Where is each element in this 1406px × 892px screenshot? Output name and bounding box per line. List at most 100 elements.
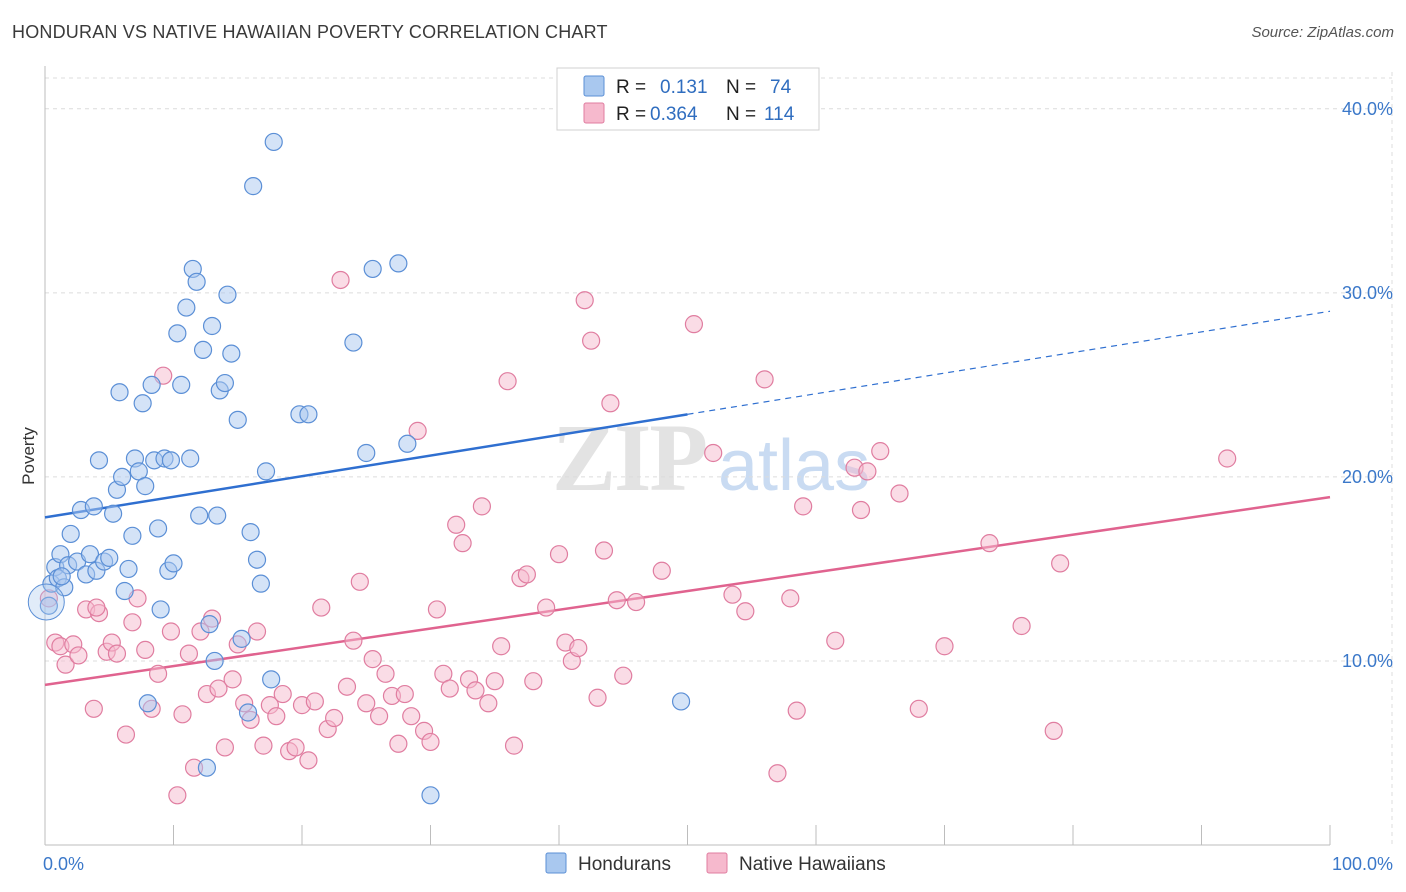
honduran-point-7 xyxy=(61,524,80,544)
hawaiian-point-69 xyxy=(479,694,498,713)
honduran-point-39 xyxy=(181,449,200,468)
hawaiian-point-95 xyxy=(755,370,774,389)
hawaiian-point-107 xyxy=(935,637,954,656)
hawaiian-point-50 xyxy=(357,694,376,713)
hawaiian-point-51 xyxy=(363,650,382,669)
hawaiian-point-113 xyxy=(87,598,106,617)
hawaiian-point-12 xyxy=(116,725,136,744)
bottom-legend-swatch-hondurans xyxy=(545,852,567,874)
hawaiian-point-97 xyxy=(781,589,800,608)
series-legend: Hondurans Native Hawaiians xyxy=(545,852,886,875)
honduran-point-17 xyxy=(104,504,123,523)
honduran-point-14 xyxy=(89,451,109,470)
honduran-point-11 xyxy=(80,545,100,564)
bottom-legend-hawaiians: Native Hawaiians xyxy=(739,854,886,875)
legend-n-label-2: N = xyxy=(726,104,756,125)
honduran-point-55 xyxy=(238,703,258,722)
honduran-point-44 xyxy=(197,758,217,777)
y-tick-label-30: 30.0% xyxy=(1342,283,1393,303)
hawaiian-point-88 xyxy=(614,666,633,685)
hawaiian-point-112 xyxy=(1218,449,1237,468)
hawaiian-point-87 xyxy=(607,591,626,610)
honduran-point-68 xyxy=(389,254,408,273)
trend-lines xyxy=(44,310,1331,687)
hawaiian-point-84 xyxy=(588,688,607,707)
hawaiian-point-21 xyxy=(173,705,192,724)
hawaiian-point-109 xyxy=(1012,616,1031,636)
hawaiian-point-49 xyxy=(350,572,369,591)
honduran-point-41 xyxy=(187,272,206,291)
honduran-point-56 xyxy=(241,523,260,542)
hawaiian-point-42 xyxy=(305,692,324,711)
honduran-point-0 xyxy=(39,596,58,615)
hawaiian-point-39 xyxy=(286,738,305,757)
honduran-point-57 xyxy=(244,177,263,196)
hawaiian-point-91 xyxy=(684,315,704,334)
hawaiian-point-98 xyxy=(787,701,806,720)
hawaiian-point-53 xyxy=(376,664,395,683)
data-points xyxy=(27,132,1237,805)
hawaiian-point-76 xyxy=(524,672,543,691)
honduran-trend-extension xyxy=(687,310,1331,415)
hawaiian-point-19 xyxy=(161,622,181,641)
hawaiian-point-100 xyxy=(826,631,845,650)
hawaiian-point-55 xyxy=(389,734,408,753)
honduran-point-37 xyxy=(172,375,191,394)
hawaiian-point-41 xyxy=(299,751,318,770)
honduran-trend-line xyxy=(44,413,688,519)
hawaiian-point-22 xyxy=(179,644,199,663)
honduran-point-72 xyxy=(52,567,71,586)
honduran-point-25 xyxy=(133,394,152,413)
honduran-point-46 xyxy=(202,316,222,336)
honduran-point-47 xyxy=(205,651,224,671)
honduran-point-12 xyxy=(84,497,103,516)
honduran-point-38 xyxy=(177,298,196,317)
honduran-point-34 xyxy=(161,451,181,470)
hawaiian-point-28 xyxy=(215,738,234,757)
hawaiian-point-71 xyxy=(492,637,511,656)
hawaiian-trend-line xyxy=(44,495,1331,687)
hawaiian-point-7 xyxy=(84,699,103,718)
hawaiian-point-68 xyxy=(472,497,491,516)
hawaiian-point-17 xyxy=(148,664,168,683)
hawaiian-point-29 xyxy=(223,670,242,689)
hawaiian-point-90 xyxy=(652,561,671,580)
hawaiian-point-94 xyxy=(736,602,755,621)
hawaiian-point-27 xyxy=(209,679,228,698)
hawaiian-point-89 xyxy=(626,592,646,612)
x-tick-label-max: 100.0% xyxy=(1332,854,1393,874)
hawaiian-point-103 xyxy=(858,462,877,481)
hawaiian-point-5 xyxy=(69,646,88,665)
hawaiian-point-45 xyxy=(325,708,344,728)
hawaiian-point-105 xyxy=(890,484,909,503)
hawaiian-point-72 xyxy=(498,372,517,391)
honduran-point-35 xyxy=(164,554,183,573)
y-tick-label-10: 10.0% xyxy=(1342,651,1393,671)
honduran-point-62 xyxy=(264,132,283,152)
hawaiian-point-92 xyxy=(704,443,723,463)
hawaiian-point-58 xyxy=(408,421,427,440)
hawaiian-point-102 xyxy=(851,500,871,520)
honduran-point-26 xyxy=(136,477,155,496)
correlation-legend: R = 0.131 N = 74 R = 0.364 N = 114 xyxy=(556,67,820,131)
hawaiian-point-81 xyxy=(569,638,588,658)
hawaiian-point-111 xyxy=(1051,554,1070,573)
honduran-point-70 xyxy=(421,786,440,805)
y-tick-label-20: 20.0% xyxy=(1342,467,1393,487)
honduran-point-52 xyxy=(222,344,241,363)
honduran-point-43 xyxy=(193,340,213,360)
legend-n-label-1: N = xyxy=(726,77,756,98)
hawaiian-point-83 xyxy=(582,331,601,350)
hawaiian-point-15 xyxy=(136,640,155,660)
legend-r-label-2: R = xyxy=(616,104,646,125)
hawaiian-point-96 xyxy=(768,764,787,783)
honduran-point-16 xyxy=(100,548,119,567)
x-tick-label-min: 0.0% xyxy=(43,854,84,874)
honduran-point-66 xyxy=(357,443,376,463)
chart-title: HONDURAN VS NATIVE HAWAIIAN POVERTY CORR… xyxy=(12,22,608,42)
honduran-point-54 xyxy=(232,629,251,648)
hawaiian-point-47 xyxy=(337,677,357,696)
hawaiian-point-61 xyxy=(427,600,447,619)
legend-swatch-hawaiians xyxy=(583,102,605,124)
